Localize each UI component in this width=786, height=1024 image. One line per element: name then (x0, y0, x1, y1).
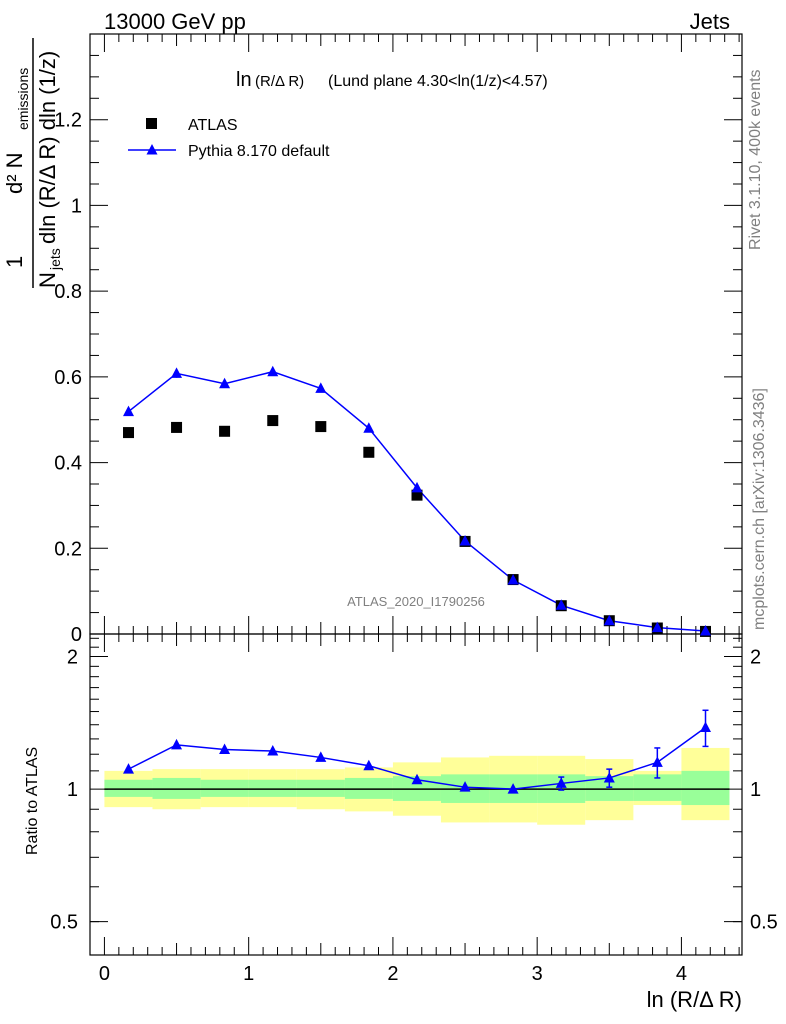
legend: ATLAS Pythia 8.170 default (128, 117, 330, 160)
plot-title-rest: (Lund plane 4.30<ln(1/z)<4.57) (328, 73, 548, 90)
atlas-data-point (411, 489, 423, 501)
ratio-pythia-point (459, 781, 471, 792)
main-y-axis-label: 1 d² N emissions N jets dln (R/Δ R) dln … (2, 38, 63, 288)
main-y-tick-label: 0.8 (54, 281, 82, 303)
main-y-tick-label: 0.2 (54, 538, 82, 560)
pythia-data-point (700, 625, 712, 636)
pythia-line (128, 370, 706, 632)
pythia-data-point (603, 614, 615, 626)
ratio-inner-band (200, 779, 249, 797)
ratio-pythia-point (315, 751, 327, 762)
pythia-data-point (171, 367, 183, 378)
ratio-panel-axes: 0 1 2 3 4 0.5 0.5 1 1 2 2 (50, 633, 778, 985)
pythia-data-point (123, 405, 135, 417)
mcplots-label: mcplots.cern.ch [arXiv:1306.3436] (751, 388, 768, 630)
ratio-pythia-point (267, 745, 279, 756)
atlas-data-point (267, 415, 279, 427)
ratio-inner-band (633, 774, 682, 801)
ratio-pythia-point (700, 721, 712, 732)
ratio-pythia-point (507, 783, 519, 794)
ylabel-denominator-prefix: N (35, 272, 60, 288)
legend-atlas-label: ATLAS (188, 117, 238, 134)
ratio-y-tick-label: 0.5 (50, 912, 78, 934)
ylabel-denominator-rest: dln (R/Δ R) dln (1/z) (35, 51, 60, 244)
ylabel-d2: d² N (2, 152, 27, 194)
ylabel-numerator: 1 (2, 256, 27, 268)
ratio-pythia-point (555, 777, 567, 788)
ratio-y-tick-label-right: 0.5 (750, 912, 778, 934)
x-tick-label: 1 (243, 963, 254, 985)
pythia-data-point (555, 599, 567, 610)
ratio-pythia-point (411, 773, 423, 785)
plot-title-main: ln (236, 69, 252, 91)
x-tick-label: 4 (676, 963, 687, 985)
atlas-data-point (219, 425, 231, 437)
ratio-y-tick-label-right: 1 (750, 779, 761, 801)
pythia-data-point (459, 535, 471, 546)
ratio-pythia-point (219, 743, 231, 754)
ylabel-denominator-sub: jets (47, 248, 63, 271)
ratio-uncertainty-bands (104, 747, 730, 825)
pythia-data-point (267, 365, 279, 377)
plot-title: ln (R/Δ R) (Lund plane 4.30<ln(1/z)<4.57… (236, 69, 548, 91)
rivet-label: Rivet 3.1.10, 400k events (747, 69, 764, 250)
ratio-inner-band (681, 770, 730, 806)
atlas-data-point (315, 421, 327, 433)
pythia-data-point (363, 422, 375, 433)
ratio-y-axis-label: Ratio to ATLAS (24, 747, 41, 855)
ratio-inner-band (296, 779, 345, 797)
atlas-data-point (123, 427, 135, 439)
ratio-pythia-point (363, 759, 375, 771)
legend-pythia-marker (146, 144, 158, 155)
pythia-data-point (219, 377, 231, 389)
x-tick-label: 0 (99, 963, 110, 985)
ratio-y-tick-label: 1 (67, 779, 78, 801)
legend-atlas-marker (146, 118, 157, 129)
main-y-tick-label: 0.4 (54, 453, 82, 475)
ratio-frame (89, 633, 743, 956)
ratio-panel-marks (123, 709, 712, 794)
main-y-tick-label: 1.2 (54, 110, 82, 132)
main-y-tick-label: 1 (71, 195, 82, 217)
ylabel-d2-sub: emissions (15, 68, 31, 130)
plot-title-sub: (R/Δ R) (255, 73, 304, 90)
ratio-y-tick-label: 2 (67, 647, 78, 669)
pythia-data-point (315, 382, 327, 393)
ratio-y-tick-label-right: 2 (750, 647, 761, 669)
ratio-pythia-point (603, 771, 615, 783)
pythia-data-point (651, 621, 663, 633)
main-panel-marks (123, 365, 712, 637)
ratio-pythia-point (123, 763, 135, 774)
pythia-data-point (411, 481, 423, 493)
x-axis-label: ln (R/Δ R) (647, 987, 742, 1012)
ratio-pythia-point (171, 738, 183, 750)
analysis-watermark: ATLAS_2020_I1790256 (347, 594, 485, 609)
ratio-inner-band (104, 779, 153, 797)
legend-pythia-label: Pythia 8.170 default (188, 143, 330, 160)
main-y-tick-label: 0.6 (54, 367, 82, 389)
main-y-tick-label: 0 (71, 624, 82, 646)
ratio-pythia-point (651, 756, 663, 767)
header-right: Jets (690, 9, 730, 34)
header-left: 13000 GeV pp (104, 9, 246, 34)
atlas-data-point (363, 446, 375, 458)
main-panel-axes: 0 0.2 0.4 0.6 0.8 1 1.2 (54, 33, 743, 646)
pythia-data-point (507, 574, 519, 585)
atlas-data-point (171, 421, 183, 433)
ratio-inner-band (248, 779, 297, 797)
x-tick-label: 3 (532, 963, 543, 985)
x-tick-label: 2 (387, 963, 398, 985)
